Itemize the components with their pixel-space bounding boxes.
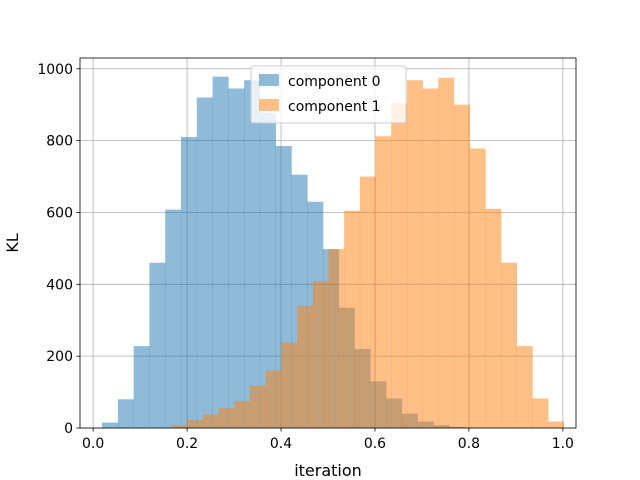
- x-tick-label: 0.4: [270, 436, 292, 452]
- x-axis-label: iteration: [294, 461, 362, 480]
- histogram-bar: [259, 112, 276, 429]
- histogram-bar: [312, 281, 329, 428]
- histogram-bar: [250, 385, 267, 428]
- x-tick-label: 0.6: [364, 436, 386, 452]
- histogram-bar: [133, 346, 150, 428]
- legend-label-1: component 1: [288, 99, 381, 115]
- histogram-bars: [102, 76, 565, 429]
- histogram-bar: [149, 262, 166, 428]
- y-tick-label: 0: [64, 421, 73, 437]
- histogram-bar: [218, 408, 235, 428]
- series-1-bars: [171, 77, 565, 429]
- histogram-bar: [501, 262, 518, 428]
- axis-ticks: 0.0 0.2 0.4 0.6 0.8 1.0 0 200 400 600 800 1000: [37, 62, 574, 452]
- y-tick-label: 1000: [37, 62, 73, 78]
- histogram-bar: [328, 249, 345, 428]
- histogram-bar: [422, 88, 439, 428]
- histogram-bar: [344, 210, 361, 428]
- histogram-bar: [485, 208, 502, 428]
- histogram-bar: [187, 420, 204, 428]
- x-tick-label: 0.8: [458, 436, 480, 452]
- histogram-bar: [234, 401, 251, 428]
- legend-box: [250, 65, 407, 124]
- legend-swatch-1: [259, 99, 279, 111]
- y-tick-label: 400: [46, 277, 73, 293]
- histogram-bar: [516, 346, 533, 428]
- histogram-bar: [297, 305, 314, 428]
- histogram-bar: [359, 176, 376, 428]
- histogram-bar: [117, 399, 134, 428]
- histogram-bar: [228, 88, 245, 428]
- histogram-bar: [532, 398, 549, 428]
- histogram-bar: [375, 136, 392, 429]
- x-tick-label: 1.0: [552, 436, 574, 452]
- legend-label-0: component 0: [288, 74, 381, 90]
- histogram-bar: [548, 421, 565, 428]
- histogram-bar: [171, 425, 188, 428]
- y-axis-label: KL: [3, 233, 22, 252]
- histogram-bar: [438, 77, 455, 429]
- histogram-bar: [281, 342, 298, 428]
- legend-swatch-0: [259, 74, 279, 86]
- x-tick-label: 0.0: [82, 436, 104, 452]
- histogram-bar: [102, 422, 119, 428]
- axes-frame: [79, 57, 577, 429]
- y-tick-label: 200: [46, 349, 73, 365]
- histogram-bar: [265, 370, 282, 428]
- x-tick-label: 0.2: [176, 436, 198, 452]
- histogram-bar: [202, 414, 219, 428]
- histogram-bar: [165, 209, 182, 428]
- histogram-bar: [196, 97, 213, 429]
- histogram-bar: [469, 148, 486, 428]
- histogram-bar: [391, 102, 408, 428]
- y-tick-label: 600: [46, 205, 73, 221]
- histogram-bar: [453, 104, 470, 428]
- y-tick-label: 800: [46, 134, 73, 150]
- histogram-bar: [244, 80, 261, 428]
- legend: component 0 component 1: [250, 65, 407, 124]
- histogram-bar: [180, 137, 198, 429]
- histogram-bar: [406, 80, 423, 428]
- histogram-bar: [212, 76, 229, 428]
